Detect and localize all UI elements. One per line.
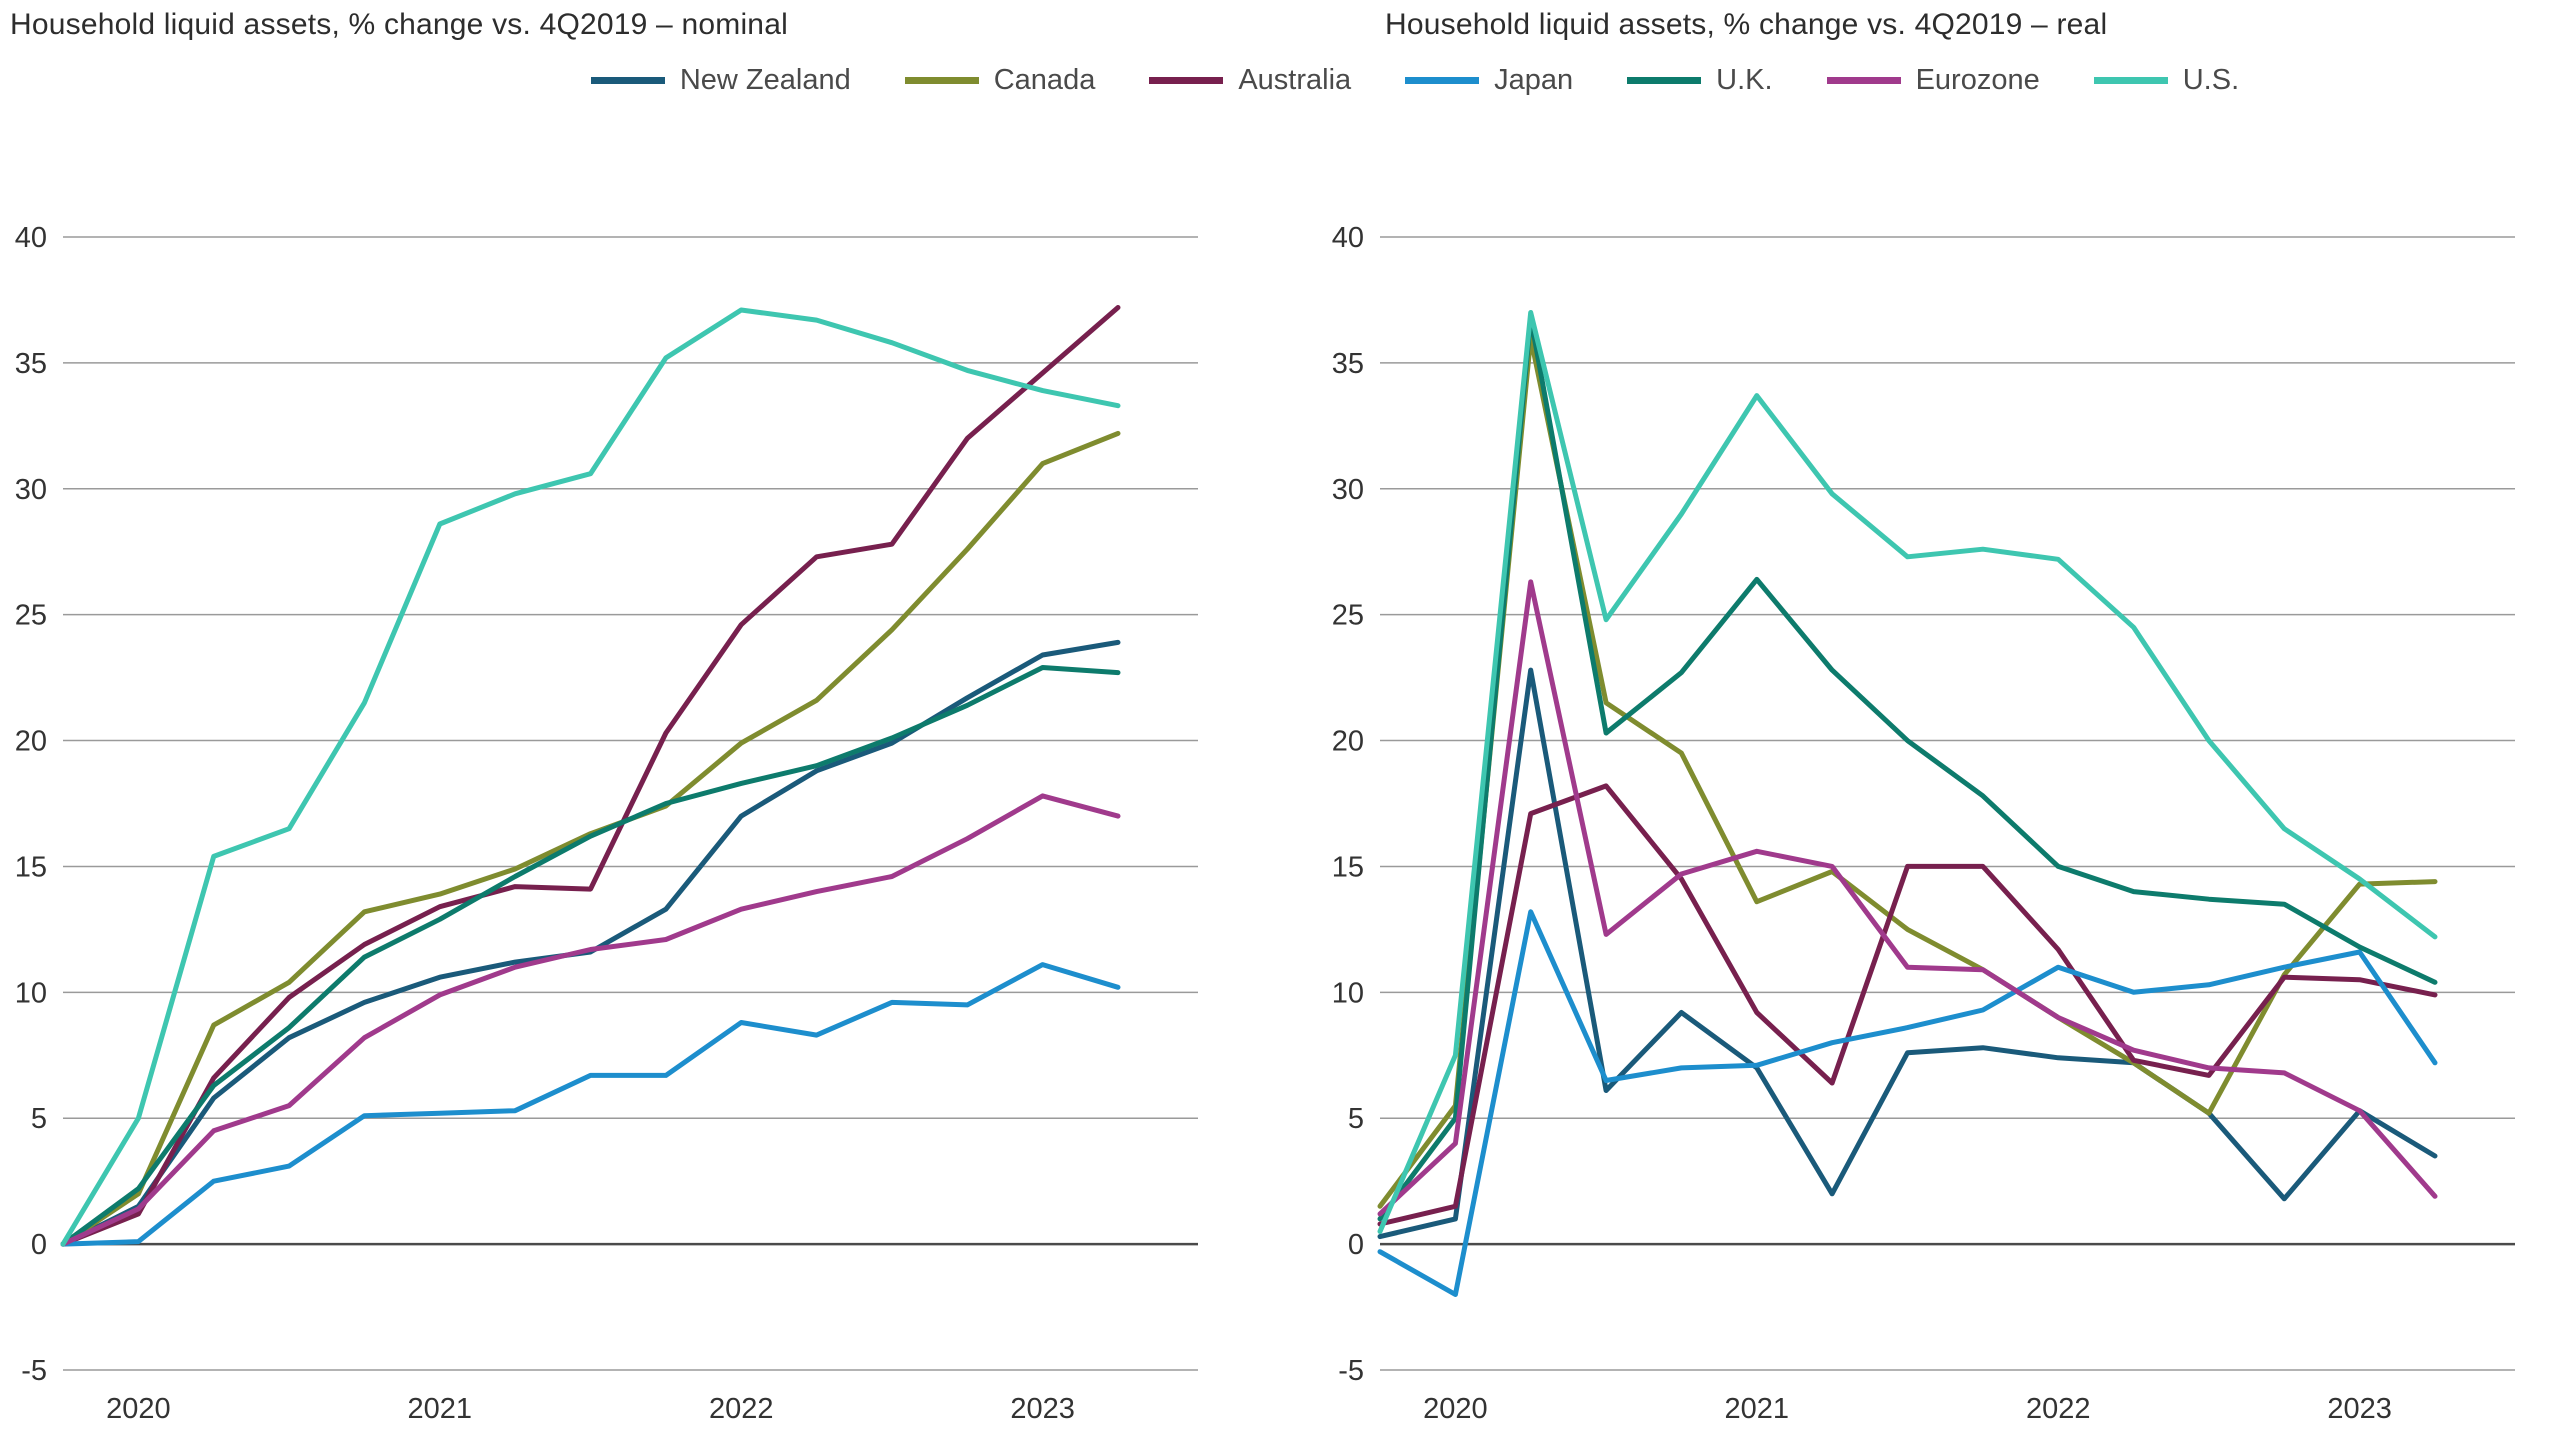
series-line-japan bbox=[60, 962, 1121, 1247]
y-tick-label: 10 bbox=[15, 977, 47, 1009]
x-tick-label-2021: 2021 bbox=[1725, 1393, 1790, 1425]
legend-item-canada: Canada bbox=[904, 64, 1096, 97]
chart-nominal: -5 0 5 10 15 20 25 30 35 40 2020 2021 2022 2023 bbox=[8, 165, 1238, 1435]
y-tick-label: 30 bbox=[1332, 474, 1364, 506]
chart-svg-0: -5 0 5 10 15 20 25 30 35 40 2020 2021 2022 2023 bbox=[15, 222, 1198, 1425]
series-line-new-zealand bbox=[1377, 667, 2438, 1240]
series-line-u-s bbox=[60, 307, 1121, 1247]
series-line-u-k bbox=[60, 665, 1121, 1247]
legend-item-australia: Australia bbox=[1149, 64, 1351, 97]
x-tick-label-2023: 2023 bbox=[1010, 1393, 1075, 1425]
y-tick-label: 5 bbox=[1348, 1103, 1364, 1135]
legend-swatch-u-s bbox=[2093, 77, 2168, 84]
legend-swatch-eurozone bbox=[1826, 77, 1901, 84]
legend-item-new-zealand: New Zealand bbox=[590, 64, 851, 97]
legend-label-u-k: U.K. bbox=[1716, 64, 1773, 96]
chart-title-real: Household liquid assets, % change vs. 4Q… bbox=[1385, 8, 2108, 41]
y-tick-label: 40 bbox=[1332, 222, 1364, 254]
y-tick-label: 25 bbox=[1332, 600, 1364, 632]
series-line-u-k bbox=[1377, 315, 2438, 1222]
y-tick-label: -5 bbox=[21, 1355, 47, 1387]
y-tick-label: 15 bbox=[1332, 851, 1364, 883]
series-line-u-s bbox=[1377, 310, 2438, 1234]
legend-item-u-s: U.S. bbox=[2093, 64, 2240, 97]
y-tick-label: 10 bbox=[1332, 977, 1364, 1009]
legend-swatch-japan bbox=[1405, 77, 1480, 84]
y-tick-label: -5 bbox=[1338, 1355, 1364, 1387]
series-line-eurozone bbox=[60, 793, 1121, 1247]
legend-swatch-u-k bbox=[1627, 77, 1702, 84]
x-tick-label-2022: 2022 bbox=[709, 1393, 774, 1425]
chart-svg-1: -5 0 5 10 15 20 25 30 35 40 2020 2021 2022 2023 bbox=[1332, 222, 2515, 1425]
legend-item-japan: Japan bbox=[1405, 64, 1573, 97]
legend-label-new-zealand: New Zealand bbox=[679, 64, 851, 96]
y-tick-label: 20 bbox=[1332, 726, 1364, 758]
y-tick-label: 25 bbox=[15, 600, 47, 632]
y-tick-label: 40 bbox=[15, 222, 47, 254]
x-tick-label-2021: 2021 bbox=[408, 1393, 473, 1425]
legend-label-japan: Japan bbox=[1494, 64, 1574, 96]
x-tick-label-2020: 2020 bbox=[1423, 1393, 1488, 1425]
x-tick-label-2023: 2023 bbox=[2327, 1393, 2392, 1425]
legend-label-eurozone: Eurozone bbox=[1915, 64, 2040, 96]
series-line-australia bbox=[1377, 783, 2438, 1227]
legend-item-eurozone: Eurozone bbox=[1826, 64, 2040, 97]
series-line-eurozone bbox=[1377, 579, 2438, 1217]
series-line-australia bbox=[60, 305, 1121, 1247]
series-line-new-zealand bbox=[60, 639, 1121, 1247]
y-tick-label: 35 bbox=[15, 348, 47, 380]
y-tick-label: 20 bbox=[15, 726, 47, 758]
y-tick-label: 0 bbox=[1348, 1229, 1364, 1261]
legend-label-australia: Australia bbox=[1238, 64, 1352, 96]
y-tick-label: 5 bbox=[31, 1103, 47, 1135]
y-tick-label: 35 bbox=[1332, 348, 1364, 380]
legend-label-u-s: U.S. bbox=[2182, 64, 2240, 96]
x-tick-label-2022: 2022 bbox=[2026, 1393, 2091, 1425]
y-tick-label: 0 bbox=[31, 1229, 47, 1261]
legend-label-canada: Canada bbox=[993, 64, 1096, 96]
x-tick-label-2020: 2020 bbox=[106, 1393, 171, 1425]
legend-swatch-new-zealand bbox=[590, 77, 665, 84]
legend-swatch-australia bbox=[1149, 77, 1224, 84]
chart-title-nominal: Household liquid assets, % change vs. 4Q… bbox=[10, 8, 788, 41]
chart-real: -5 0 5 10 15 20 25 30 35 40 2020 2021 2022 2023 bbox=[1325, 165, 2555, 1435]
y-tick-label: 15 bbox=[15, 851, 47, 883]
series-line-canada bbox=[1377, 335, 2438, 1209]
series-line-japan bbox=[1377, 909, 2438, 1297]
legend: New Zealand Canada Australia Japan U.K. Euroz… bbox=[270, 64, 2560, 97]
y-tick-label: 30 bbox=[15, 474, 47, 506]
legend-item-u-k: U.K. bbox=[1627, 64, 1773, 97]
legend-swatch-canada bbox=[904, 77, 979, 84]
